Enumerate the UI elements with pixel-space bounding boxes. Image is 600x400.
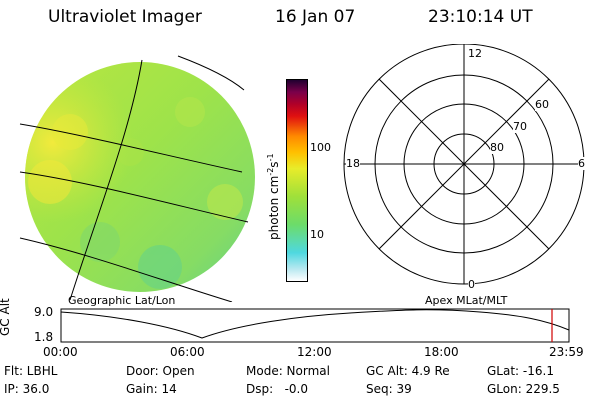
meta-mode: Mode: Normal <box>246 364 330 378</box>
meta-gain: Gain: 14 <box>126 382 177 396</box>
image-date: 16 Jan 07 <box>275 7 356 27</box>
meta-ip: IP: 36.0 <box>4 382 50 396</box>
polar-label-0: 0 <box>468 278 475 291</box>
uv-globe-disc <box>25 62 255 292</box>
polar-label-6: 6 <box>578 157 585 170</box>
colorbar-tick-10: 10 <box>310 228 324 241</box>
altplot-x-tick: 23:59 <box>549 345 584 359</box>
polar-label-18: 18 <box>346 157 360 170</box>
polar-label-80: 80 <box>490 141 504 154</box>
altplot-x-tick: 18:00 <box>424 345 459 359</box>
altplot-y-top: 9.0 <box>34 305 54 319</box>
altplot-x-tick: 06:00 <box>170 345 205 359</box>
colorbar <box>286 79 308 282</box>
polar-caption: Apex MLat/MLT <box>425 294 508 307</box>
polar-label-12: 12 <box>468 47 482 60</box>
image-time: 23:10:14 UT <box>428 7 533 27</box>
polar-label-60: 60 <box>535 98 549 111</box>
meta-filter: Flt: LBHL <box>4 364 58 378</box>
polar-plot <box>343 44 585 285</box>
colorbar-unit-label: photon cm-2s-1 <box>266 153 281 240</box>
polar-label-70: 70 <box>513 120 527 133</box>
altitude-plot <box>60 308 570 343</box>
geo-grid-lines <box>19 55 249 302</box>
globe-caption: Geographic Lat/Lon <box>68 294 176 307</box>
meta-seq: Seq: 39 <box>366 382 412 396</box>
globe-image-panel <box>19 55 255 302</box>
altplot-x-tick: 00:00 <box>43 345 78 359</box>
colorbar-tick-100: 100 <box>310 141 331 154</box>
meta-glon: GLon: 229.5 <box>487 382 560 396</box>
meta-dsp: Dsp: -0.0 <box>246 382 309 396</box>
meta-gc-alt: GC Alt: 4.9 Re <box>366 364 450 378</box>
meta-door: Door: Open <box>126 364 195 378</box>
app-title: Ultraviolet Imager <box>48 7 202 27</box>
altplot-y-bottom: 1.8 <box>34 330 54 344</box>
meta-glat: GLat: -16.1 <box>487 364 554 378</box>
altplot-axis-label: GC Alt <box>0 298 12 336</box>
altplot-x-tick: 12:00 <box>297 345 332 359</box>
